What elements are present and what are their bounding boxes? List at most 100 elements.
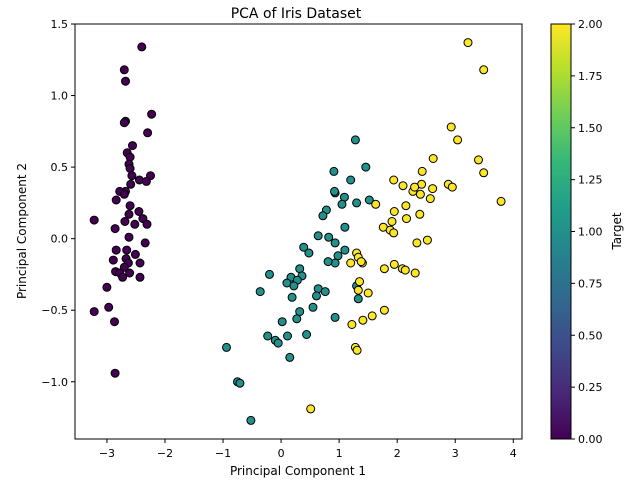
data-point-class-0 [119,262,129,272]
x-tick-label: 1 [336,447,343,460]
data-point-class-1 [361,162,371,172]
y-tick-label: 1.5 [51,18,69,31]
data-point-class-0 [110,317,119,327]
data-point-class-0 [130,249,140,259]
data-point-class-0 [89,307,99,317]
x-axis-label: Principal Component 1 [230,464,366,478]
data-point-class-2 [389,228,399,238]
data-point-class-2 [358,315,368,325]
data-point-class-2 [389,175,399,185]
y-tick-label: 0.0 [51,233,69,246]
data-point-class-2 [425,194,435,204]
x-tick-label: −3 [99,447,115,460]
data-point-class-1 [277,317,287,327]
colorbar-tick-label: 2.00 [578,18,603,31]
data-point-class-2 [353,285,363,295]
data-point-class-2 [379,305,389,315]
data-point-class-1 [312,291,321,301]
colorbar-tick-label: 0.25 [578,381,603,394]
data-point-class-0 [125,164,135,173]
data-point-class-2 [379,264,389,274]
chart-title: PCA of Iris Dataset [231,6,362,22]
colorbar-tick-label: 0.00 [578,433,603,446]
data-point-class-2 [410,182,420,192]
data-point-class-2 [415,209,425,219]
colorbar-tick-label: 1.00 [578,226,603,239]
data-point-class-2 [447,182,457,192]
data-point-class-0 [140,238,150,248]
data-point-class-1 [323,257,333,267]
data-point-class-2 [479,168,489,178]
data-point-class-0 [124,232,134,242]
data-point-class-1 [350,135,360,145]
data-point-class-1 [352,198,362,208]
x-axis: −3 −2 −1 0 1 2 3 4 [99,439,517,460]
x-tick-label: 2 [394,447,401,460]
data-point-class-0 [141,176,151,186]
data-point-class-0 [126,179,136,189]
data-point-class-0 [137,42,147,52]
colorbar-tick-label: 1.75 [578,70,603,83]
data-point-class-2 [402,214,411,224]
y-tick-label: −0.5 [41,304,68,317]
data-point-class-2 [356,257,366,267]
data-point-class-0 [108,255,118,265]
data-point-class-1 [299,242,309,252]
colorbar-axis: 0.00 0.25 0.50 0.75 1.00 1.25 1.50 1.75 2.00 [571,18,603,446]
data-point-class-2 [387,217,397,226]
data-point-class-2 [463,38,473,48]
data-point-class-2 [355,277,364,287]
data-point-class-1 [330,186,339,196]
data-point-class-0 [89,215,99,225]
data-point-class-1 [235,378,245,388]
data-point-class-1 [364,195,374,205]
data-point-class-2 [415,189,425,199]
x-tick-label: 3 [452,447,459,460]
colorbar [550,23,572,440]
data-point-class-1 [320,287,330,297]
data-point-class-1 [263,331,273,341]
data-point-class-2 [422,235,432,245]
y-tick-label: 0.5 [51,161,69,174]
data-point-class-2 [410,268,420,278]
data-point-class-1 [337,199,347,209]
y-tick-label: 1.0 [51,90,69,103]
colorbar-label: Target [610,212,624,250]
data-point-class-0 [125,201,135,211]
data-point-class-1 [265,269,274,279]
points-layer [89,38,506,425]
data-point-class-2 [363,288,373,298]
colorbar-tick-label: 1.25 [578,174,603,187]
data-point-class-0 [111,245,121,255]
data-point-class-0 [102,282,112,292]
data-point-class-2 [474,155,483,165]
data-point-class-1 [292,314,302,324]
data-point-class-0 [147,109,157,119]
data-point-class-2 [479,65,489,75]
data-point-class-2 [306,404,316,414]
data-point-class-2 [347,320,357,329]
data-point-class-1 [255,287,265,297]
data-point-class-1 [289,281,299,291]
data-point-class-1 [340,222,350,232]
x-tick-label: 4 [510,447,517,460]
data-point-class-2 [412,238,422,248]
data-point-class-2 [417,166,427,176]
data-point-class-2 [389,259,399,269]
data-point-class-0 [130,219,140,229]
data-point-class-1 [330,312,340,322]
data-point-class-0 [110,368,120,378]
data-point-class-1 [318,211,328,221]
data-point-class-2 [428,154,438,163]
data-point-class-0 [143,128,153,138]
colorbar-tick-label: 0.50 [578,329,603,342]
data-point-class-1 [324,232,334,242]
data-point-class-0 [121,76,130,86]
data-point-class-1 [340,245,350,255]
data-point-class-2 [496,196,506,206]
data-point-class-2 [446,122,456,132]
data-point-class-2 [453,135,463,145]
data-point-class-2 [371,199,381,209]
data-point-class-1 [302,330,312,339]
